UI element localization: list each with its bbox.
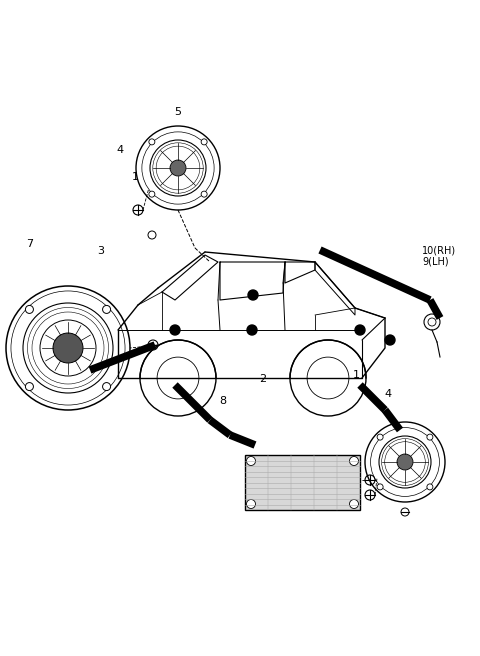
- Circle shape: [201, 191, 207, 197]
- Circle shape: [377, 434, 383, 440]
- Circle shape: [349, 457, 359, 466]
- Circle shape: [427, 484, 433, 490]
- Text: 7: 7: [26, 239, 33, 249]
- Circle shape: [247, 499, 255, 508]
- Circle shape: [53, 333, 83, 363]
- Circle shape: [170, 325, 180, 335]
- Text: 10(RH): 10(RH): [422, 245, 456, 256]
- Circle shape: [397, 454, 413, 470]
- Text: 1: 1: [353, 370, 360, 380]
- Circle shape: [355, 325, 365, 335]
- Circle shape: [149, 191, 155, 197]
- Text: 8: 8: [220, 396, 227, 407]
- Circle shape: [103, 382, 110, 390]
- Circle shape: [385, 335, 395, 345]
- Circle shape: [149, 139, 155, 145]
- Circle shape: [427, 434, 433, 440]
- Text: 4: 4: [117, 144, 123, 155]
- Text: 1: 1: [132, 172, 139, 182]
- Circle shape: [103, 306, 110, 314]
- Circle shape: [247, 457, 255, 466]
- Circle shape: [377, 484, 383, 490]
- Text: 4: 4: [384, 388, 391, 399]
- Circle shape: [247, 325, 257, 335]
- Circle shape: [201, 139, 207, 145]
- Bar: [245, 455, 360, 510]
- Circle shape: [170, 160, 186, 176]
- Text: 3: 3: [97, 245, 104, 256]
- Text: 2: 2: [260, 374, 266, 384]
- Text: 9(LH): 9(LH): [422, 256, 449, 266]
- Circle shape: [25, 382, 34, 390]
- Text: 5: 5: [174, 106, 181, 117]
- Circle shape: [25, 306, 34, 314]
- Text: 6: 6: [385, 335, 392, 345]
- Circle shape: [248, 290, 258, 300]
- Circle shape: [349, 499, 359, 508]
